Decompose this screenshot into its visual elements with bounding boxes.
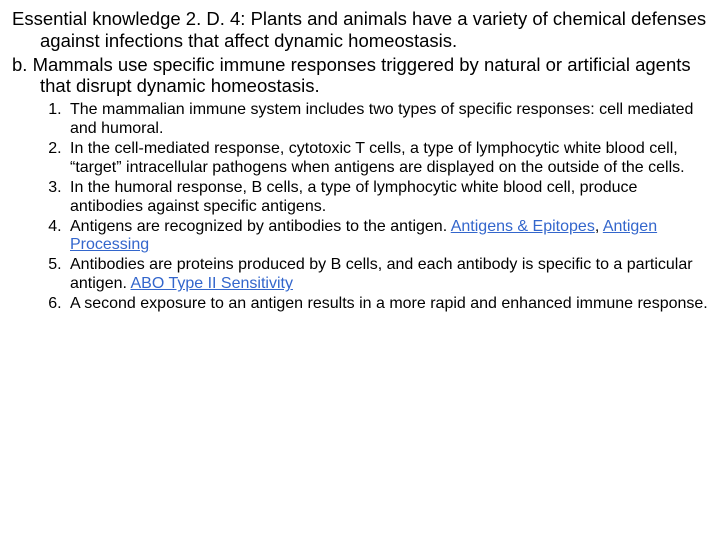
link-antigens-epitopes[interactable]: Antigens & Epitopes <box>451 218 595 235</box>
list-item: Antibodies are proteins produced by B ce… <box>66 256 708 294</box>
list-item: In the cell-mediated response, cytotoxic… <box>66 140 708 178</box>
list-item: A second exposure to an antigen results … <box>66 295 708 314</box>
list-item: The mammalian immune system includes two… <box>66 101 708 139</box>
link-abo-sensitivity[interactable]: ABO Type II Sensitivity <box>131 275 293 292</box>
separator: , <box>595 218 603 235</box>
list-item: In the humoral response, B cells, a type… <box>66 179 708 217</box>
section-b-text: b. Mammals use specific immune responses… <box>12 54 708 98</box>
essential-knowledge-title: Essential knowledge 2. D. 4: Plants and … <box>12 8 708 52</box>
list-item-text: Antigens are recognized by antibodies to… <box>70 218 451 235</box>
list-item: Antigens are recognized by antibodies to… <box>66 218 708 256</box>
numbered-list: The mammalian immune system includes two… <box>12 101 708 314</box>
